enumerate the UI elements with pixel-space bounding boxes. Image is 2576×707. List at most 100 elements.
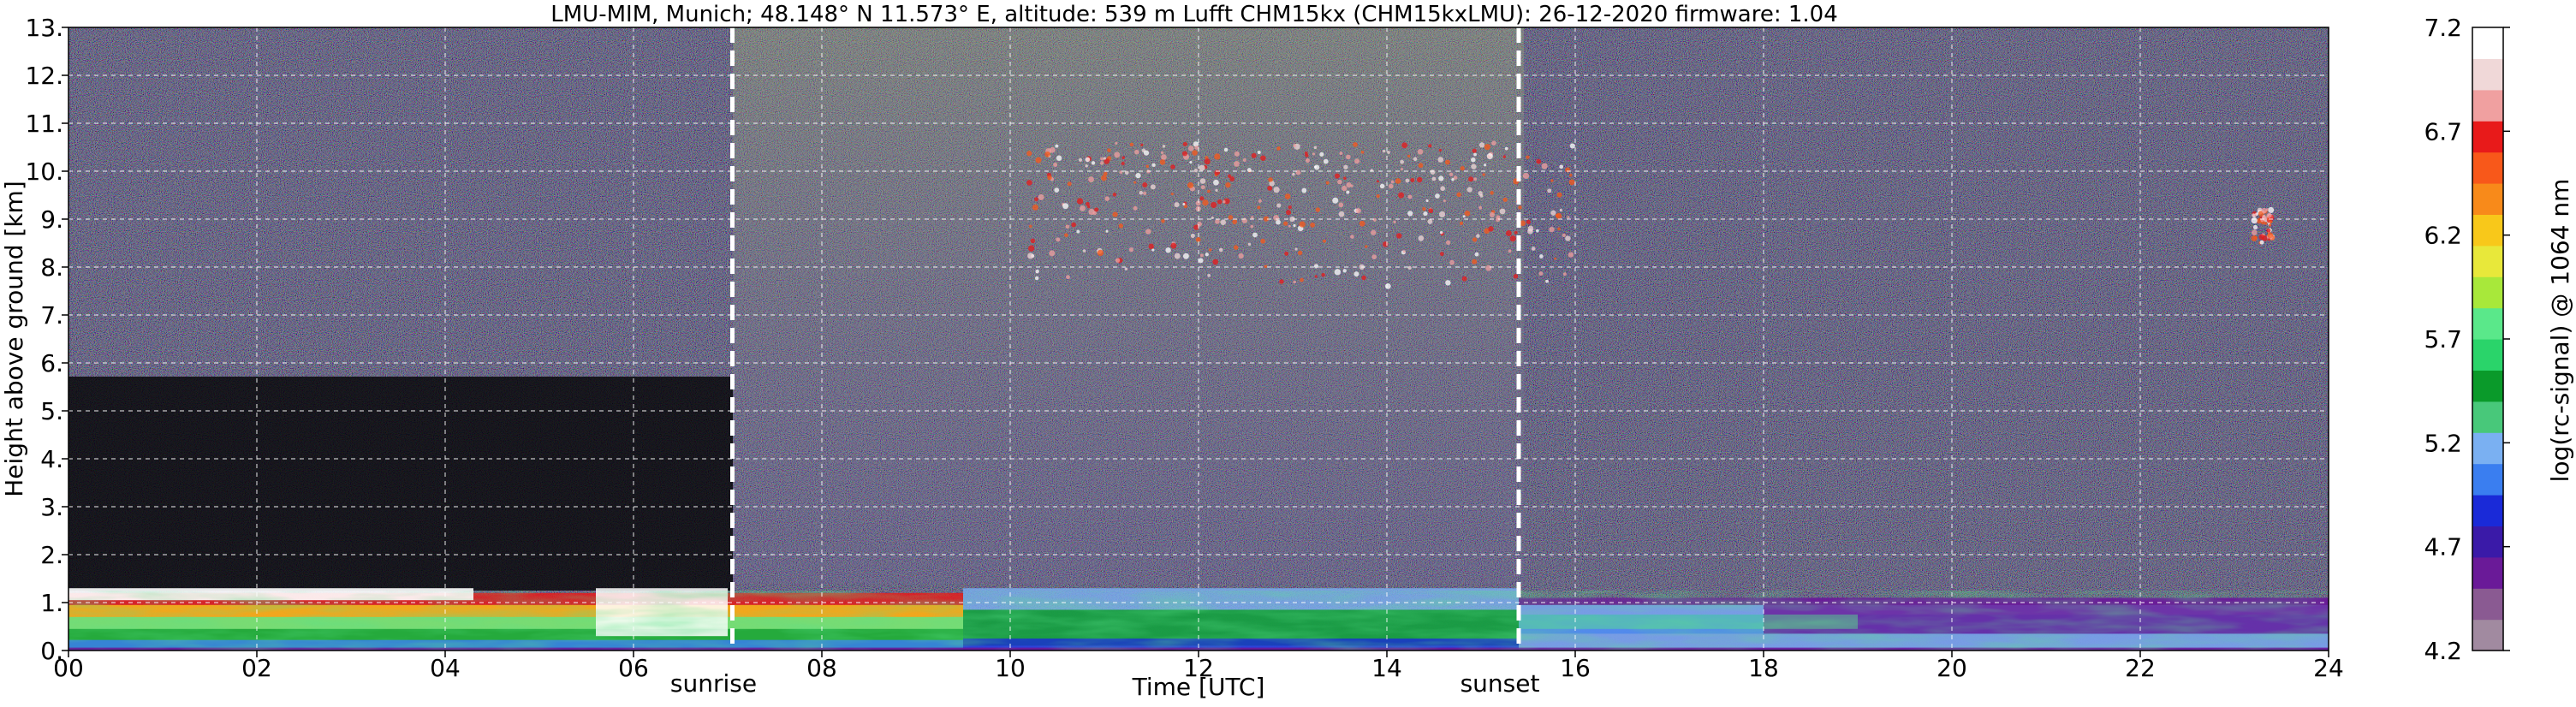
cloud-point	[1472, 237, 1478, 242]
cloud-point	[1161, 154, 1167, 160]
cloud-point	[1223, 200, 1226, 204]
cloud-point	[1260, 238, 1265, 244]
y-axis: 0. 1. 2. 3. 4. 5. 6. 7. 8. 9. 10. 11. 12. 13.	[25, 14, 68, 665]
cloud-point	[1189, 160, 1193, 164]
cloud-point	[1205, 253, 1209, 257]
cloud-point	[2266, 212, 2272, 218]
cloud-point	[1030, 238, 1036, 244]
x-axis-label: Time [UTC]	[1132, 673, 1265, 701]
cloud-point	[1115, 258, 1121, 263]
cloud-point	[1410, 177, 1415, 182]
cloud-point	[1065, 224, 1070, 229]
cloud-point	[1550, 210, 1556, 216]
cloud-point	[1453, 175, 1458, 180]
cloud-point	[1354, 158, 1360, 164]
cloud-point	[1129, 142, 1134, 147]
colorbar-tick-label: 4.7	[2424, 533, 2462, 561]
cloud-point	[1085, 157, 1091, 163]
cloud-point	[1250, 224, 1254, 229]
cloud-point	[1438, 148, 1443, 152]
colorbar-swatch	[2472, 27, 2503, 59]
colorbar-swatch	[2472, 58, 2503, 91]
cloud-point	[1252, 232, 1258, 238]
cloud-point	[1294, 247, 1298, 251]
cloud-point	[1489, 211, 1495, 218]
cloud-point	[1462, 215, 1466, 218]
cloud-point	[1486, 152, 1493, 160]
cloud-point	[1199, 253, 1204, 258]
cloud-point	[1097, 249, 1104, 257]
cloud-point	[1114, 152, 1121, 158]
cloud-point	[1535, 229, 1539, 233]
cloud-point	[1305, 157, 1311, 163]
cloud-point	[1297, 250, 1303, 256]
cloud-point	[1193, 169, 1199, 173]
cloud-point	[1112, 193, 1117, 197]
cloud-point	[1526, 155, 1530, 159]
cloud-point	[1471, 157, 1476, 163]
cloud-point	[1342, 269, 1347, 273]
cloud-point	[1325, 181, 1330, 185]
cloud-point	[1490, 191, 1494, 195]
cloud-point	[1472, 148, 1477, 153]
cloud-point	[1211, 201, 1217, 209]
cloud-point	[1268, 177, 1273, 182]
cloud-point	[1496, 217, 1501, 223]
cloud-point	[1207, 189, 1211, 193]
cloud-point	[1284, 193, 1291, 199]
cloud-point	[1549, 226, 1555, 233]
cloud-point	[1195, 200, 1201, 206]
cloud-point	[1142, 182, 1148, 188]
cloud-point	[1382, 149, 1386, 153]
colorbar: 4.2 4.7 5.2 5.7 6.2 6.7 7.2	[2424, 14, 2510, 665]
cloud-point	[1444, 159, 1450, 165]
cloud-point	[1162, 145, 1166, 148]
cloud-point	[1088, 208, 1095, 216]
cloud-point	[1339, 152, 1343, 155]
cloud-point	[1443, 199, 1446, 203]
cloud-point	[1289, 216, 1295, 223]
cloud-point	[1554, 257, 1557, 260]
cloud-point	[1439, 230, 1443, 235]
cloud-point	[1181, 151, 1187, 157]
y-tick-label: 4.	[40, 445, 63, 473]
cloud-point	[1466, 187, 1472, 193]
cloud-point	[1174, 253, 1181, 259]
cloud-point	[1379, 183, 1385, 189]
cloud-point	[2252, 213, 2256, 217]
cloud-point	[2259, 240, 2264, 245]
cloud-point	[1028, 224, 1032, 229]
cloud-point	[2268, 206, 2275, 213]
cloud-point	[1159, 159, 1166, 165]
cloud-point	[1232, 219, 1238, 224]
cloud-point	[1094, 207, 1099, 212]
cloud-point	[1484, 144, 1490, 151]
cloud-point	[1301, 187, 1307, 193]
colorbar-swatch	[2472, 556, 2503, 589]
cloud-point	[1064, 233, 1068, 237]
cloud-point	[1133, 181, 1137, 184]
cloud-point	[1223, 198, 1230, 205]
colorbar-swatch	[2472, 432, 2503, 465]
cloud-point	[2262, 214, 2266, 218]
cloud-point	[1082, 249, 1086, 253]
cloud-point	[1559, 164, 1564, 169]
cloud-point	[1360, 150, 1365, 154]
cloud-point	[1445, 280, 1451, 286]
cloud-point	[1292, 172, 1295, 176]
cloud-point	[2255, 212, 2258, 216]
daylight-noise-zone	[733, 27, 1524, 584]
cloud-point	[1148, 243, 1154, 250]
cloud-point	[1416, 176, 1423, 183]
colorbar-swatch	[2472, 214, 2503, 247]
cloud-point	[1499, 208, 1506, 215]
cloud-point	[1188, 146, 1194, 152]
cloud-point	[1193, 224, 1199, 230]
cloud-point	[1395, 178, 1401, 184]
cloud-point	[1568, 252, 1574, 258]
cloud-point	[1418, 235, 1425, 241]
colorbar-swatch	[2472, 276, 2503, 309]
cloud-point	[2269, 223, 2272, 227]
cloud-point	[1478, 205, 1483, 210]
cloud-point	[1202, 199, 1209, 206]
